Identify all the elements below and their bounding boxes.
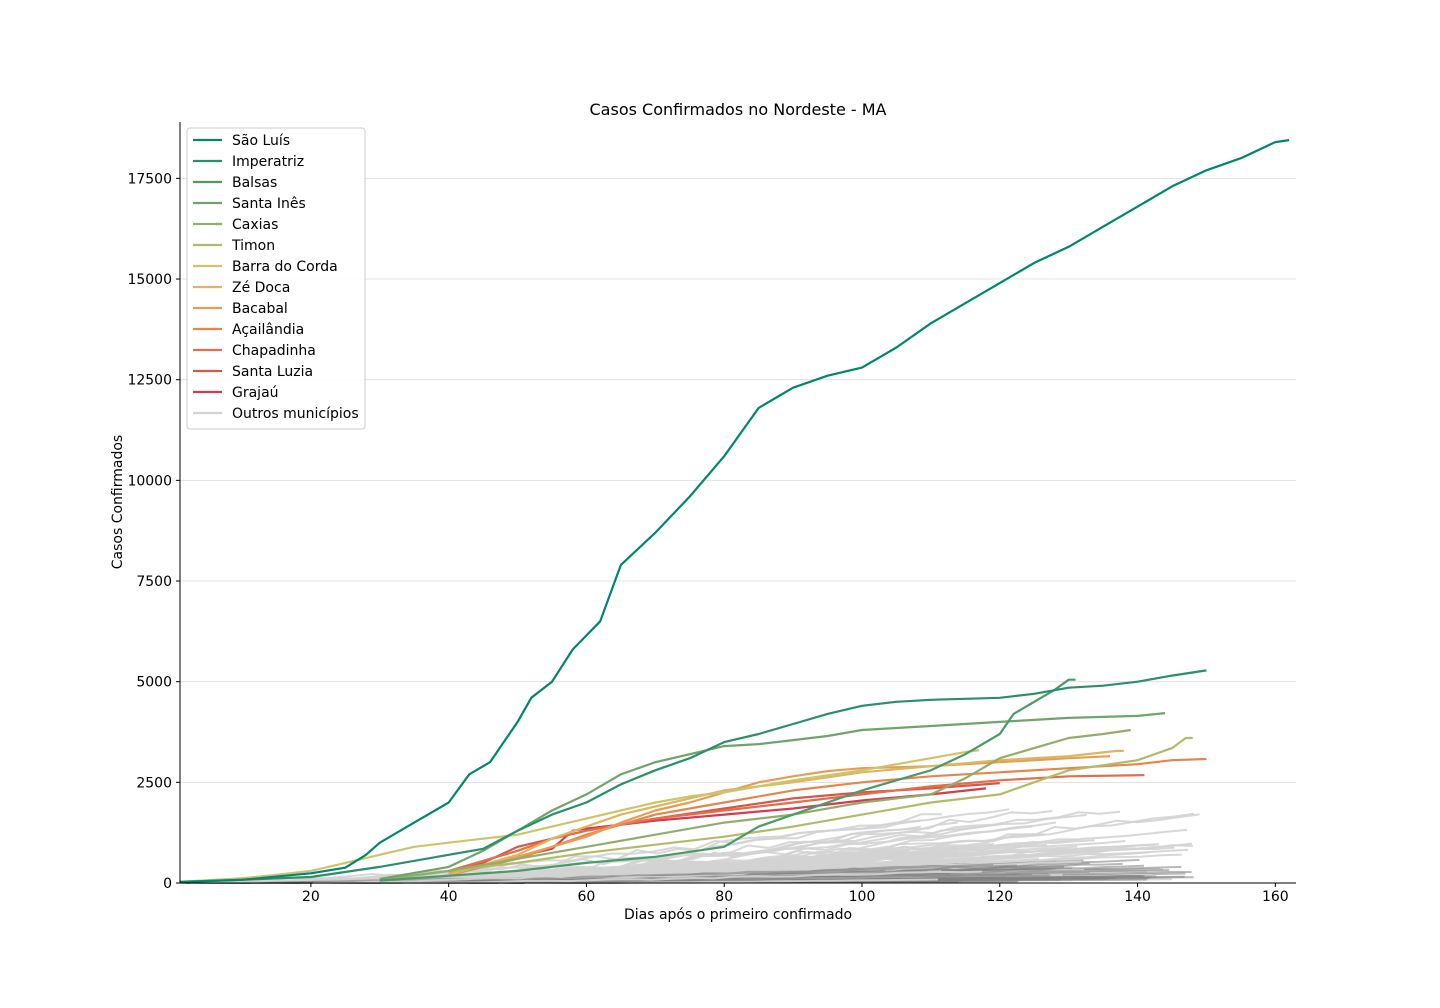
y-tick-label: 0 [163, 876, 172, 892]
x-ticks: 20 40 60 80 100 120 140 160 [302, 883, 1289, 905]
x-axis-label: Dias após o primeiro confirmado [624, 907, 852, 923]
series-line [448, 749, 1124, 876]
series-line-outros-municipios [403, 870, 982, 884]
y-tick-label: 12500 [127, 373, 172, 389]
y-tick-label: 7500 [136, 574, 172, 590]
series-line [379, 678, 1076, 882]
legend-box [186, 127, 366, 430]
y-ticks: 0 2500 5000 7500 10000 12500 15000 17500 [127, 171, 180, 892]
series-line [379, 728, 1131, 881]
y-tick-label: 2500 [136, 775, 172, 791]
x-tick-label: 140 [1124, 889, 1151, 905]
legend-label: Balsas [232, 175, 277, 191]
series-line-outros-municipios [189, 838, 1079, 884]
series-lines [179, 139, 1290, 884]
series-line [179, 139, 1290, 883]
x-tick-label: 20 [302, 889, 320, 905]
x-tick-label: 120 [986, 889, 1013, 905]
legend-label: Imperatriz [232, 154, 304, 170]
y-tick-label: 10000 [127, 473, 172, 489]
axes [179, 122, 1296, 884]
series-line [179, 669, 1207, 884]
legend-label: Timon [231, 238, 275, 254]
x-tick-label: 80 [715, 889, 733, 905]
others-series [180, 808, 1200, 884]
legend-label: Chapadinha [232, 343, 316, 359]
series-line [379, 736, 1193, 882]
x-tick-label: 100 [849, 889, 876, 905]
y-tick-label: 17500 [127, 171, 172, 187]
x-tick-label: 60 [578, 889, 596, 905]
series-line [379, 712, 1166, 881]
legend-label: São Luís [232, 133, 290, 149]
legend-label: Barra do Corda [232, 259, 338, 275]
legend: São Luís Imperatriz Balsas Santa Inês Caxias… [186, 127, 366, 430]
y-axis-label: Casos Confirmados [110, 435, 126, 569]
y-tick-label: 15000 [127, 272, 172, 288]
legend-label: Outros municípios [232, 406, 359, 422]
legend-label: Caxias [232, 217, 278, 233]
legend-label: Bacabal [232, 301, 288, 317]
x-tick-label: 160 [1262, 889, 1289, 905]
legend-label: Santa Luzia [232, 364, 313, 380]
legend-label: Grajaú [232, 385, 279, 401]
chart-title: Casos Confirmados no Nordeste - MA [590, 100, 887, 119]
series-line-outros-municipios [210, 864, 1017, 884]
series-line [179, 749, 980, 883]
legend-label: Santa Inês [232, 196, 306, 212]
series-line-outros-municipios [313, 860, 913, 884]
gridlines [180, 177, 1296, 783]
legend-label: Zé Doca [232, 280, 290, 296]
y-tick-label: 5000 [136, 675, 172, 691]
x-tick-label: 40 [440, 889, 458, 905]
legend-label: Açailândia [232, 322, 304, 338]
